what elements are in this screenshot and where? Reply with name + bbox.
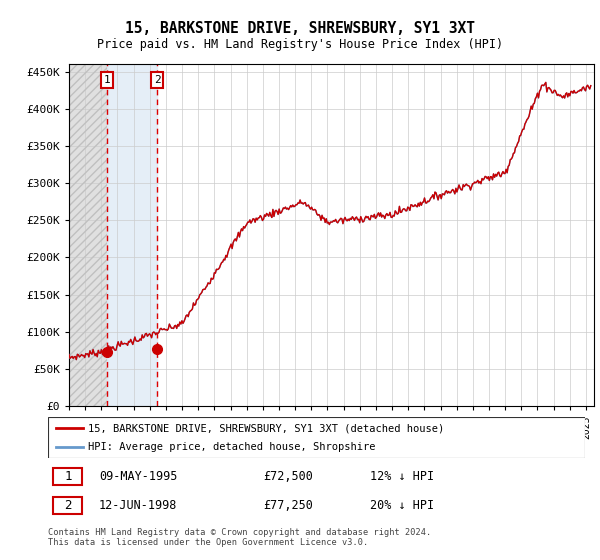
Text: 09-MAY-1995: 09-MAY-1995: [99, 470, 178, 483]
Bar: [69, 64, 107, 406]
Text: 12-JUN-1998: 12-JUN-1998: [99, 499, 178, 512]
Text: 15, BARKSTONE DRIVE, SHREWSBURY, SY1 3XT: 15, BARKSTONE DRIVE, SHREWSBURY, SY1 3XT: [125, 21, 475, 36]
Text: 1: 1: [64, 470, 71, 483]
Text: Price paid vs. HM Land Registry's House Price Index (HPI): Price paid vs. HM Land Registry's House …: [97, 38, 503, 51]
Text: 12% ↓ HPI: 12% ↓ HPI: [370, 470, 434, 483]
Text: 1: 1: [104, 75, 110, 85]
Text: HPI: Average price, detached house, Shropshire: HPI: Average price, detached house, Shro…: [88, 442, 376, 451]
Text: 2: 2: [64, 499, 71, 512]
FancyBboxPatch shape: [48, 417, 585, 458]
FancyBboxPatch shape: [53, 497, 82, 514]
Text: £72,500: £72,500: [263, 470, 313, 483]
Text: 2: 2: [154, 75, 160, 85]
Text: £77,250: £77,250: [263, 499, 313, 512]
Bar: [107, 64, 157, 406]
FancyBboxPatch shape: [53, 468, 82, 485]
Text: 15, BARKSTONE DRIVE, SHREWSBURY, SY1 3XT (detached house): 15, BARKSTONE DRIVE, SHREWSBURY, SY1 3XT…: [88, 423, 445, 433]
Text: 20% ↓ HPI: 20% ↓ HPI: [370, 499, 434, 512]
Bar: [69, 64, 107, 406]
Text: Contains HM Land Registry data © Crown copyright and database right 2024.
This d: Contains HM Land Registry data © Crown c…: [48, 528, 431, 547]
